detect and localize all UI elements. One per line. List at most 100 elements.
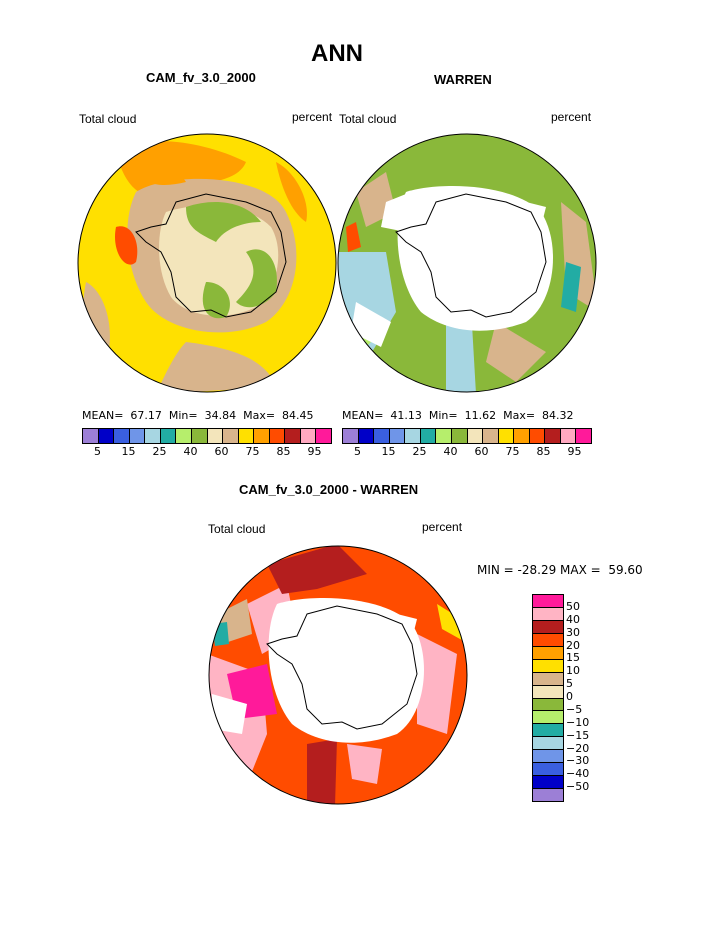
- diff-variable-label: Total cloud: [208, 522, 266, 536]
- diff-colorbar-label: −10: [566, 715, 590, 729]
- panel-left-units-label: percent: [292, 110, 333, 124]
- colorbar-swatch: [222, 429, 238, 443]
- colorbar-tick-label: 40: [183, 445, 198, 458]
- colorbar-swatch: [404, 429, 420, 443]
- colorbar-tick-label: 5: [354, 445, 361, 458]
- diff-colorbar-label: 40: [566, 612, 580, 626]
- panel-right-variable-label: Total cloud: [339, 112, 397, 126]
- diff-units-label: percent: [422, 520, 463, 534]
- colorbar-swatch: [284, 429, 300, 443]
- colorbar-swatch: [237, 429, 254, 443]
- page-title: ANN: [311, 40, 363, 67]
- diff-colorbar-swatch: [533, 671, 563, 685]
- diff-colorbar-label: −20: [566, 741, 590, 755]
- colorbar-swatch: [357, 429, 374, 443]
- colorbar-swatch: [373, 429, 389, 443]
- panel-right-polar-map: [337, 133, 597, 393]
- panel-left-colorbar: [82, 428, 332, 444]
- diff-colorbar-swatch: [533, 606, 563, 620]
- panel-left-stats: MEAN= 67.17 Min= 34.84 Max= 84.45: [82, 409, 314, 422]
- colorbar-swatch: [128, 429, 145, 443]
- colorbar-swatch: [528, 429, 545, 443]
- colorbar-swatch: [482, 429, 498, 443]
- panel-right-colorbar: [342, 428, 592, 444]
- diff-colorbar-swatch: [533, 749, 563, 763]
- colorbar-swatch: [419, 429, 436, 443]
- colorbar-swatch: [206, 429, 223, 443]
- colorbar-swatch: [497, 429, 514, 443]
- colorbar-swatch: [144, 429, 160, 443]
- diff-colorbar-label: 0: [566, 690, 573, 703]
- diff-colorbar-swatch: [533, 710, 563, 724]
- diff-colorbar: [532, 594, 564, 802]
- diff-colorbar-label: 10: [566, 664, 580, 678]
- colorbar-swatch: [466, 429, 483, 443]
- diff-colorbar-swatch: [533, 775, 563, 789]
- colorbar-tick-label: 25: [152, 445, 167, 458]
- colorbar-swatch: [575, 429, 591, 443]
- panel-left-colorbar-ticks: 5 15 25 40 60 75 85 95: [82, 445, 332, 459]
- diff-colorbar-swatch: [533, 736, 563, 750]
- colorbar-tick-label: 60: [214, 445, 229, 458]
- diff-colorbar-swatch: [533, 697, 563, 711]
- colorbar-swatch: [343, 429, 358, 443]
- diff-colorbar-swatch: [533, 684, 563, 698]
- colorbar-tick-label: 60: [474, 445, 489, 458]
- diff-colorbar-label: 50: [566, 599, 580, 613]
- diff-colorbar-swatch: [533, 762, 563, 776]
- diff-colorbar-label: 5: [566, 677, 573, 691]
- colorbar-swatch: [315, 429, 331, 443]
- panel-right-subtitle: WARREN: [434, 72, 492, 87]
- colorbar-swatch: [97, 429, 114, 443]
- colorbar-tick-label: 85: [276, 445, 291, 458]
- diff-colorbar-label: −15: [566, 728, 590, 742]
- colorbar-tick-label: 95: [567, 445, 582, 458]
- diff-colorbar-label: −40: [566, 767, 590, 781]
- colorbar-swatch: [513, 429, 529, 443]
- diff-colorbar-label: 30: [566, 625, 580, 639]
- colorbar-tick-label: 40: [443, 445, 458, 458]
- diff-stats: MIN = -28.29 MAX = 59.60: [477, 563, 643, 577]
- diff-title: CAM_fv_3.0_2000 - WARREN: [239, 482, 419, 497]
- colorbar-swatch: [190, 429, 207, 443]
- colorbar-tick-label: 85: [536, 445, 551, 458]
- colorbar-swatch: [388, 429, 405, 443]
- colorbar-swatch: [253, 429, 269, 443]
- panel-left-variable-label: Total cloud: [79, 112, 137, 126]
- colorbar-swatch: [435, 429, 451, 443]
- panel-right-stats: MEAN= 41.13 Min= 11.62 Max= 84.32: [342, 409, 574, 422]
- panel-right-units-label: percent: [551, 110, 592, 124]
- colorbar-swatch: [268, 429, 285, 443]
- colorbar-swatch: [450, 429, 467, 443]
- colorbar-swatch: [544, 429, 560, 443]
- colorbar-swatch: [559, 429, 576, 443]
- diff-colorbar-label: −30: [566, 754, 590, 768]
- colorbar-swatch: [83, 429, 98, 443]
- diff-colorbar-swatch: [533, 723, 563, 737]
- colorbar-swatch: [175, 429, 191, 443]
- panel-left-subtitle: CAM_fv_3.0_2000: [146, 70, 256, 85]
- diff-colorbar-swatch: [533, 619, 563, 633]
- colorbar-tick-label: 15: [381, 445, 396, 458]
- colorbar-tick-label: 75: [245, 445, 260, 458]
- colorbar-swatch: [299, 429, 316, 443]
- colorbar-tick-label: 5: [94, 445, 101, 458]
- colorbar-tick-label: 75: [505, 445, 520, 458]
- diff-colorbar-swatch: [533, 595, 563, 607]
- colorbar-swatch: [159, 429, 176, 443]
- panel-right-colorbar-ticks: 5 15 25 40 60 75 85 95: [342, 445, 592, 459]
- diff-colorbar-label: 15: [566, 651, 580, 665]
- diff-colorbar-swatch: [533, 658, 563, 672]
- diff-colorbar-label: −5: [566, 702, 583, 716]
- diff-colorbar-label: 20: [566, 638, 580, 652]
- diff-polar-map: [208, 545, 468, 805]
- panel-left-polar-map: [77, 133, 337, 393]
- diff-colorbar-swatch: [533, 788, 563, 801]
- colorbar-swatch: [113, 429, 129, 443]
- diff-colorbar-label: −50: [566, 780, 590, 794]
- colorbar-tick-label: 25: [412, 445, 427, 458]
- colorbar-tick-label: 15: [121, 445, 136, 458]
- colorbar-tick-label: 95: [307, 445, 322, 458]
- diff-colorbar-labels: 50 40 30 20 15 10 5 0 −5 −10 −15 −20 −30 −40 −50: [566, 594, 626, 800]
- diff-colorbar-swatch: [533, 645, 563, 659]
